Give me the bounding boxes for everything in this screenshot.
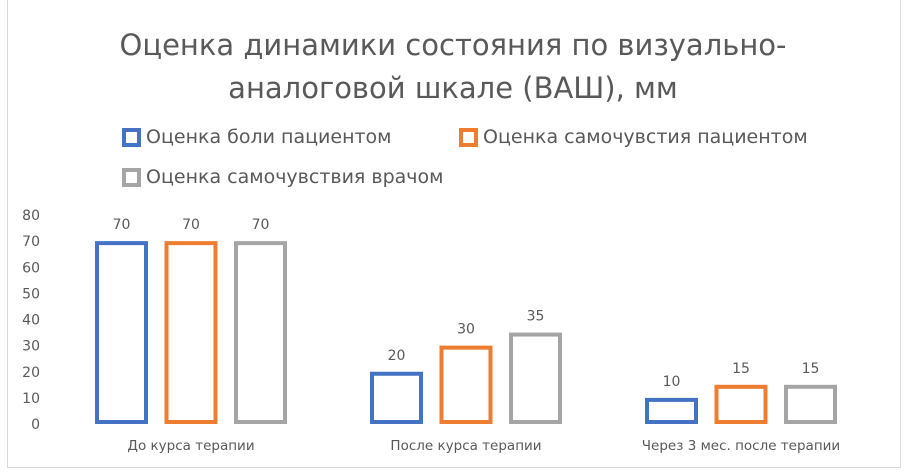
- data-label: 70: [182, 217, 200, 233]
- x-category-label: После курса терапии: [390, 438, 541, 454]
- data-label: 10: [663, 374, 681, 390]
- legend-item-wellbeing-patient: Оценка самочувстия пациентом: [459, 126, 808, 148]
- legend-label: Оценка самочувствия врачом: [146, 166, 444, 188]
- bar: [509, 332, 562, 424]
- bar: [95, 241, 148, 424]
- y-tick-label: 70: [22, 234, 40, 250]
- bar: [234, 241, 287, 424]
- y-tick-label: 40: [22, 313, 40, 329]
- data-label: 70: [113, 217, 131, 233]
- bar: [164, 241, 218, 424]
- chart-frame: [7, 0, 901, 468]
- y-tick-label: 60: [22, 260, 40, 276]
- x-category-label: Через 3 мес. после терапии: [642, 438, 840, 454]
- data-label: 35: [527, 309, 545, 325]
- y-tick-label: 0: [31, 417, 40, 433]
- legend-label: Оценка самочувстия пациентом: [483, 126, 808, 148]
- legend-item-pain-patient: Оценка боли пациентом: [122, 126, 392, 148]
- legend-swatch-gray: [122, 167, 141, 187]
- data-label: 15: [732, 361, 750, 377]
- bar: [645, 397, 698, 424]
- bar: [714, 384, 768, 424]
- bar: [439, 345, 493, 424]
- bar: [370, 371, 423, 424]
- legend-swatch-orange: [459, 127, 478, 147]
- data-label: 20: [388, 348, 406, 364]
- data-label: 70: [252, 217, 270, 233]
- legend-swatch-blue: [122, 127, 141, 147]
- legend-item-wellbeing-doctor: Оценка самочувствия врачом: [122, 166, 444, 188]
- data-label: 30: [457, 322, 475, 338]
- chart-title-line-1: Оценка динамики состояния по визуально-: [119, 28, 787, 62]
- chart-title-line-2: аналоговой шкале (ВАШ), мм: [228, 71, 678, 105]
- y-tick-label: 30: [22, 339, 40, 355]
- legend-label: Оценка боли пациентом: [146, 126, 392, 148]
- y-tick-label: 80: [22, 208, 40, 224]
- y-tick-label: 50: [22, 286, 40, 302]
- y-tick-label: 20: [22, 365, 40, 381]
- y-tick-label: 10: [22, 391, 40, 407]
- x-category-label: До курса терапии: [127, 438, 254, 454]
- bar: [784, 384, 837, 424]
- data-label: 15: [802, 361, 820, 377]
